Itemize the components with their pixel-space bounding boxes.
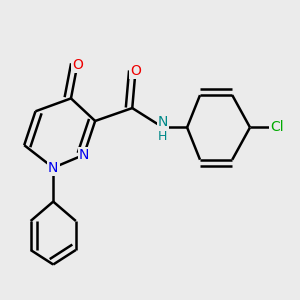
Text: H: H xyxy=(158,130,168,143)
Text: N: N xyxy=(79,148,89,162)
Text: O: O xyxy=(130,64,141,78)
Text: N: N xyxy=(48,161,58,175)
Text: O: O xyxy=(72,58,83,71)
Text: Cl: Cl xyxy=(271,120,284,134)
Text: N: N xyxy=(158,115,168,129)
